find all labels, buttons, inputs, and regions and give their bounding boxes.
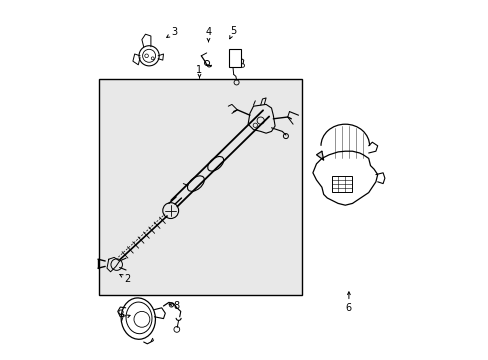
Bar [99,79,302,295]
Text: 2: 2 [120,274,130,284]
Text: 8: 8 [168,301,179,311]
Text: 1: 1 [196,65,202,78]
Text: 4: 4 [205,27,211,42]
Polygon shape [316,151,323,160]
Text: 5: 5 [229,26,236,39]
Bar [229,49,241,67]
Text: 3: 3 [166,27,177,37]
Text: 6: 6 [345,292,351,313]
Bar [331,176,351,192]
Text: 7: 7 [118,314,130,324]
